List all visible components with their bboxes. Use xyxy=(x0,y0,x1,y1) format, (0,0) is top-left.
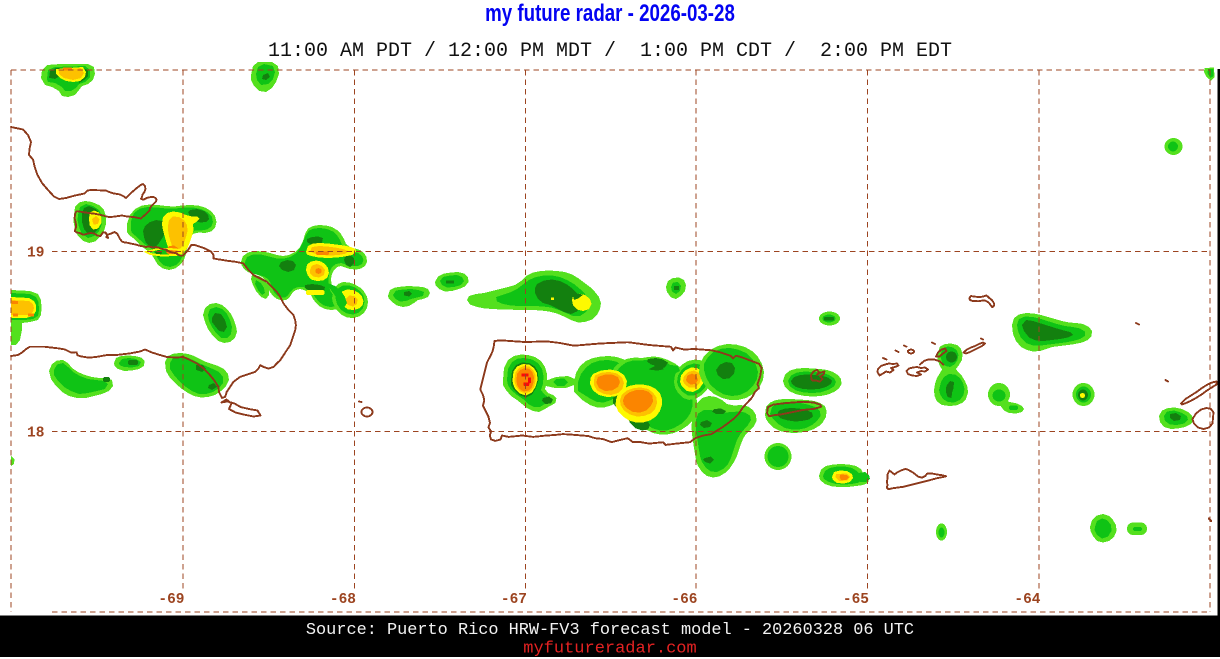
svg-text:18: 18 xyxy=(27,426,44,442)
svg-text:myfutureradar.com: myfutureradar.com xyxy=(523,640,696,659)
svg-text:-67: -67 xyxy=(501,592,527,608)
svg-text:-64: -64 xyxy=(1014,592,1040,608)
svg-text:-68: -68 xyxy=(330,592,356,608)
svg-text:19: 19 xyxy=(27,246,44,262)
svg-text:-65: -65 xyxy=(843,592,869,608)
svg-text:-69: -69 xyxy=(158,592,184,608)
svg-text:-66: -66 xyxy=(671,592,697,608)
svg-text:Source: Puerto Rico HRW-FV3 fo: Source: Puerto Rico HRW-FV3 forecast mod… xyxy=(306,621,914,640)
